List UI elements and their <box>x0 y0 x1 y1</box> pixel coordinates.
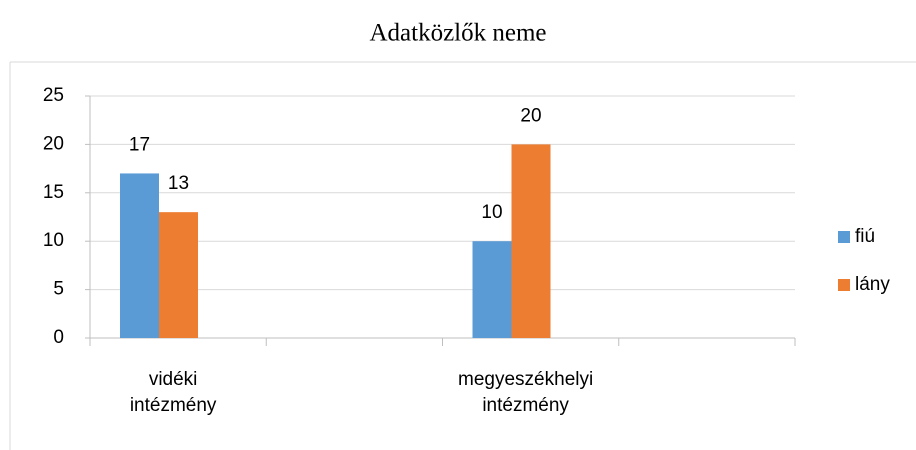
data-label: 10 <box>481 202 502 223</box>
y-tick-label: 10 <box>43 230 64 251</box>
legend-swatch <box>838 231 850 243</box>
legend-swatch <box>838 279 850 291</box>
data-label: 20 <box>520 105 541 126</box>
x-tick-label: vidéki intézmény <box>130 369 217 416</box>
data-label: 13 <box>168 173 189 194</box>
chart-title: Adatközlők neme <box>369 20 546 47</box>
bar <box>120 173 159 338</box>
x-tick-label: megyeszékhelyi intézmény <box>458 369 593 416</box>
y-tick-label: 5 <box>53 279 64 300</box>
y-tick-label: 0 <box>53 327 64 348</box>
y-tick-label: 25 <box>43 85 64 106</box>
data-label: 17 <box>129 134 150 155</box>
bar <box>159 212 198 338</box>
bar <box>472 241 512 338</box>
legend-label: fiú <box>855 226 875 247</box>
legend-label: lány <box>855 274 890 295</box>
bar <box>511 144 551 338</box>
y-tick-label: 15 <box>43 182 64 203</box>
y-tick-label: 20 <box>43 133 64 154</box>
